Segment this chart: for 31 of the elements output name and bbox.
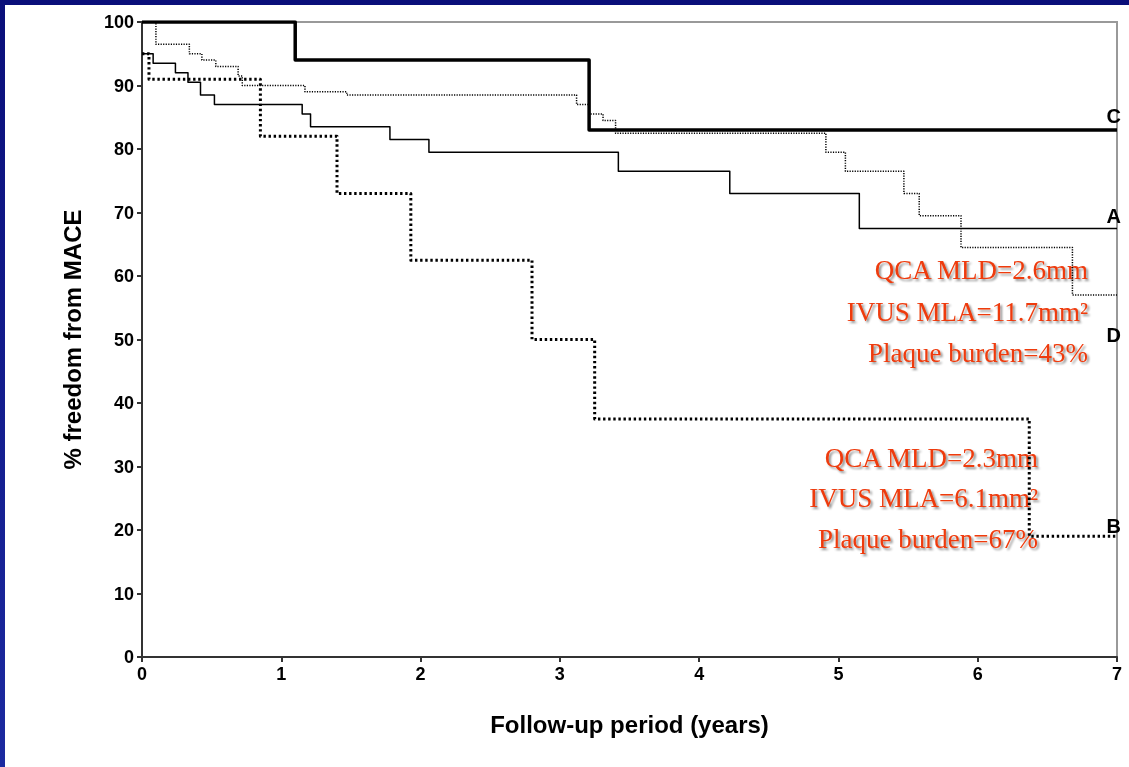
x-tick-label: 6 xyxy=(972,664,983,684)
y-tick-label: 70 xyxy=(113,202,134,223)
y-tick-label: 40 xyxy=(113,393,134,413)
y-tick-label: 60 xyxy=(113,266,134,286)
series-label: C xyxy=(1106,104,1121,127)
annotation: QCA MLD=2.3mm xyxy=(824,443,1038,473)
y-tick-label: 0 xyxy=(123,647,134,667)
y-tick-label: 30 xyxy=(113,456,134,477)
y-tick-label: 90 xyxy=(113,75,134,96)
annotation: QCA MLD=2.6mm xyxy=(874,255,1088,285)
annotation: Plaque burden=67% xyxy=(818,524,1038,554)
y-tick-label: 10 xyxy=(113,583,134,604)
annotation: IVUS MLA=6.1mm² xyxy=(809,483,1038,513)
x-tick-label: 0 xyxy=(136,664,148,684)
series-label: D xyxy=(1106,324,1121,347)
annotation: IVUS MLA=11.7mm² xyxy=(846,297,1088,327)
y-tick-label: 80 xyxy=(113,139,134,159)
series-label: B xyxy=(1106,515,1121,538)
x-tick-label: 5 xyxy=(833,664,844,684)
x-tick-label: 4 xyxy=(694,664,705,684)
series-label: A xyxy=(1106,205,1121,228)
y-tick-label: 50 xyxy=(113,329,134,350)
x-axis-title: Follow-up period (years) xyxy=(490,710,769,738)
x-tick-label: 1 xyxy=(276,664,287,684)
y-tick-label: 100 xyxy=(103,12,134,32)
annotation: Plaque burden=43% xyxy=(868,338,1088,368)
x-tick-label: 7 xyxy=(1111,664,1123,684)
x-tick-label: 2 xyxy=(415,664,426,684)
y-axis-title: % freedom from MACE xyxy=(58,209,86,470)
y-tick-label: 20 xyxy=(113,520,134,540)
x-tick-label: 3 xyxy=(554,664,565,684)
